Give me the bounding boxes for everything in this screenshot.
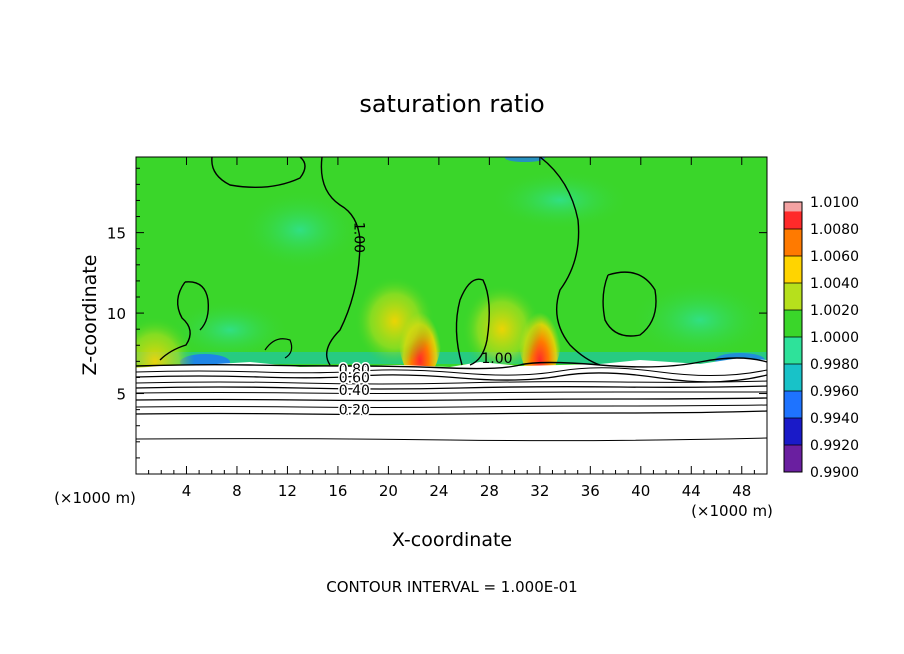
colorbar-swatch xyxy=(784,445,802,472)
colorbar-swatch xyxy=(784,364,802,391)
blue-patch xyxy=(505,157,545,162)
contour-line xyxy=(136,380,767,385)
colorbar-label: 1.0000 xyxy=(810,330,859,346)
colorbar-swatch xyxy=(784,229,802,256)
colorbar-label: 1.0100 xyxy=(810,195,859,211)
cool-patch xyxy=(170,300,290,360)
contour-line xyxy=(136,391,767,394)
x-tick-label: 36 xyxy=(581,482,600,500)
x-tick-label: 16 xyxy=(328,482,347,500)
x-tick-label: 40 xyxy=(631,482,650,500)
x-tick-label: 8 xyxy=(232,482,242,500)
contour-label: 1.00 xyxy=(350,222,366,253)
colorbar: 0.9900 0.9920 0.9940 0.9960 0.9980 1.0000 1.00… xyxy=(783,195,859,481)
contour-label: 0.80 xyxy=(339,362,370,378)
colorbar-swatch xyxy=(784,256,802,283)
x-tick-label: 24 xyxy=(429,482,448,500)
x-tick-label: 44 xyxy=(682,482,701,500)
cyan-fringe xyxy=(136,352,767,364)
contour-label: 0.40 xyxy=(339,383,370,399)
contour-1.00-cell xyxy=(602,271,657,337)
colorbar-label: 1.0080 xyxy=(810,222,859,238)
x-unit-right: (×1000 m) xyxy=(691,502,773,520)
contour-0.20 xyxy=(136,410,767,416)
cool-patch xyxy=(490,170,630,230)
contour-line xyxy=(136,437,767,442)
y-tick-label: 15 xyxy=(107,225,126,243)
colorbar-label: 0.9960 xyxy=(810,384,859,400)
colorbar-label: 0.9980 xyxy=(810,357,859,373)
contour-label: 0.20 xyxy=(339,402,370,418)
contour-label: 1.00 xyxy=(481,351,512,367)
colorbar-label: 1.0020 xyxy=(810,303,859,319)
y-tick-label: 10 xyxy=(107,305,126,323)
hotspot-3 xyxy=(461,284,542,375)
hotspot-2 xyxy=(354,276,435,367)
colorbar-swatch xyxy=(784,283,802,310)
colorbar-swatch xyxy=(784,391,802,418)
x-tick-label: 28 xyxy=(480,482,499,500)
dry-layer xyxy=(136,358,767,474)
contour-1.00-cell xyxy=(159,281,191,361)
colorbar-label: 0.9940 xyxy=(810,411,859,427)
colorbar-label: 0.9920 xyxy=(810,438,859,454)
cool-patch xyxy=(240,190,360,270)
colorbar-swatch xyxy=(784,310,802,337)
contour-1.00-cell xyxy=(211,157,306,189)
x-tick-label: 20 xyxy=(379,482,398,500)
y-axis-label: Z-coordinate xyxy=(79,255,101,376)
colorbar-swatch xyxy=(784,418,802,445)
x-tick-label: 32 xyxy=(530,482,549,500)
x-tick-label: 12 xyxy=(278,482,297,500)
contour-1.00-divider xyxy=(320,157,361,366)
contour-0.40 xyxy=(136,397,767,402)
contour-1.00-base xyxy=(136,357,767,370)
cool-patch xyxy=(630,280,767,360)
x-unit-left: (×1000 m) xyxy=(54,489,136,507)
contour-1.00-cell xyxy=(184,281,210,331)
x-axis-label: X-coordinate xyxy=(392,529,512,551)
plot-field: 1.00 1.00 0.800.600.40 0.20 xyxy=(136,157,767,474)
contour-1.00-cell xyxy=(455,278,490,366)
y-tick-label: 5 xyxy=(116,386,126,404)
contour-line xyxy=(136,367,767,377)
x-tick-label: 48 xyxy=(732,482,751,500)
colorbar-swatch xyxy=(784,202,802,212)
contour-label: 0.60 xyxy=(339,370,370,386)
contour-0.60 xyxy=(136,385,767,390)
contour-1.00-divider xyxy=(539,157,601,366)
contour-lines xyxy=(136,157,767,442)
contour-1.00-cell xyxy=(264,338,293,359)
colorbar-label: 1.0060 xyxy=(810,249,859,265)
colorbar-label: 1.0040 xyxy=(810,276,859,292)
colorbar-swatch xyxy=(784,337,802,364)
x-tick-label: 4 xyxy=(182,482,192,500)
chart-title: saturation ratio xyxy=(359,90,544,118)
colorbar-label: 0.9900 xyxy=(810,465,859,481)
contour-0.80 xyxy=(136,372,767,383)
contour-interval-note: CONTOUR INTERVAL = 1.000E-01 xyxy=(326,578,577,596)
contour-line xyxy=(136,404,767,408)
